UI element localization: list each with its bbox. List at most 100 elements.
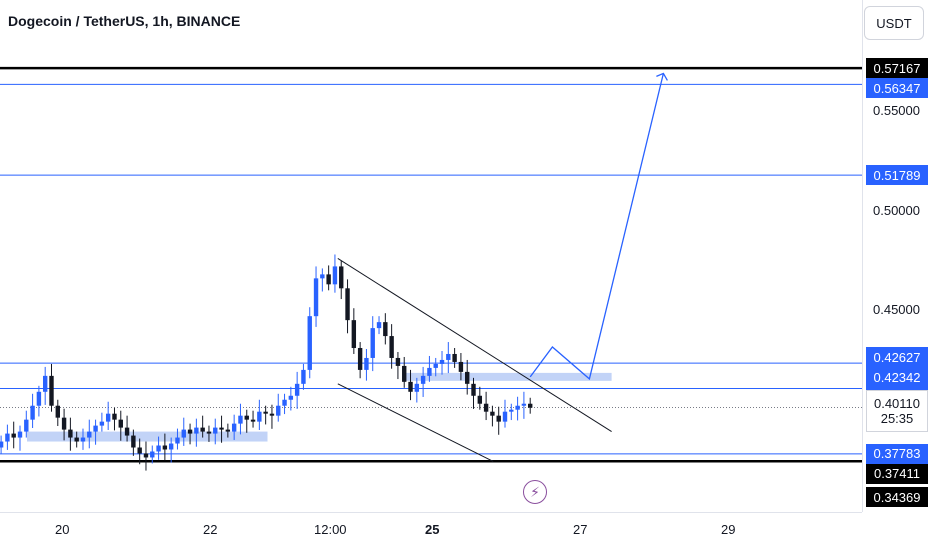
candle-body-26 [162, 445, 168, 450]
candle-body-64 [402, 365, 407, 382]
candle-body-79 [496, 415, 501, 422]
candle-body-72 [452, 353, 457, 362]
price-label-0: 0.57167 [866, 58, 928, 79]
candle-body-1 [5, 433, 10, 442]
candle-body-34 [213, 427, 218, 434]
candle-body-11 [68, 429, 73, 438]
candle-body-35 [219, 427, 224, 430]
candle-body-18 [112, 413, 117, 420]
price-label-6: 0.37783 [866, 443, 928, 464]
candle-body-27 [168, 443, 174, 450]
x-tick-2: 12:00 [314, 522, 347, 537]
y-tick-1: 0.50000 [873, 202, 920, 218]
candle-body-78 [490, 411, 495, 416]
candle-body-61 [383, 322, 388, 337]
candle-body-62 [389, 336, 394, 358]
candle-body-82 [515, 405, 520, 410]
x-tick-0: 20 [55, 522, 70, 537]
candle-body-63 [395, 357, 401, 366]
candle-body-13 [80, 437, 86, 442]
candle-body-76 [477, 395, 483, 404]
price-label-3: 0.42627 [866, 347, 928, 368]
time-axis[interactable] [0, 512, 862, 551]
candle-body-42 [263, 411, 268, 414]
candle-body-8 [49, 375, 54, 406]
candle-body-67 [420, 375, 426, 384]
candle-body-81 [509, 409, 514, 412]
candle-body-40 [250, 419, 256, 422]
candle-body-10 [61, 417, 67, 430]
price-label-7: 0.37411 [866, 463, 928, 484]
channel-lower-line [337, 383, 494, 462]
candle-body-9 [55, 405, 60, 418]
candle-body-32 [200, 427, 205, 432]
candle-body-5 [30, 405, 35, 420]
candle-body-22 [137, 447, 142, 454]
y-tick-0: 0.55000 [873, 103, 920, 119]
projection-path [529, 73, 665, 381]
current-price: 0.40110 [873, 396, 921, 411]
candle-body-68 [427, 367, 432, 376]
candle-body-50 [313, 278, 319, 317]
candle-body-0 [0, 441, 4, 448]
candle-body-83 [521, 403, 527, 406]
candle-body-24 [150, 451, 155, 458]
candle-body-44 [276, 405, 281, 416]
candle-body-65 [408, 381, 413, 392]
price-label-8: 0.34369 [866, 487, 928, 507]
candle-body-12 [74, 437, 79, 442]
candle-body-58 [364, 357, 369, 370]
lightning-bolt-icon[interactable]: ⚡︎ [523, 480, 547, 504]
candle-body-41 [257, 411, 262, 422]
candle-body-70 [439, 359, 445, 364]
x-tick-1: 22 [203, 522, 218, 537]
candle-body-31 [194, 427, 199, 434]
price-label-4: 0.42342 [866, 367, 928, 388]
channel-upper-line [337, 258, 612, 433]
candles [0, 254, 533, 471]
price-axis[interactable] [862, 0, 932, 512]
candle-body-33 [206, 431, 212, 434]
drawings [337, 72, 668, 462]
candle-body-75 [471, 383, 476, 396]
candle-body-29 [181, 429, 186, 438]
currency-button[interactable]: USDT [864, 6, 924, 40]
candle-body-69 [433, 363, 438, 368]
candle-body-21 [131, 435, 136, 448]
candle-body-48 [301, 369, 306, 384]
candle-body-25 [156, 445, 161, 452]
candle-body-60 [376, 322, 382, 329]
candle-body-38 [238, 415, 243, 424]
chart-title: Dogecoin / TetherUS, 1h, BINANCE [8, 13, 241, 29]
candle-body-23 [143, 453, 149, 458]
candle-body-4 [24, 419, 29, 432]
candle-body-54 [339, 266, 344, 289]
candle-body-73 [458, 361, 464, 372]
zone-0 [27, 431, 268, 442]
candle-body-28 [175, 437, 180, 444]
price-label-2: 0.51789 [866, 165, 928, 186]
candle-body-7 [42, 375, 48, 392]
y-tick-2: 0.45000 [873, 302, 920, 318]
candle-body-15 [93, 425, 98, 432]
candle-body-20 [124, 427, 130, 436]
price-label-1: 0.56347 [866, 78, 928, 99]
candle-body-55 [345, 288, 350, 321]
candle-body-36 [225, 429, 231, 432]
candle-body-80 [502, 411, 508, 422]
candle-body-52 [326, 274, 331, 285]
candle-body-14 [87, 431, 92, 438]
candle-body-19 [118, 419, 123, 428]
candle-body-47 [294, 383, 300, 396]
x-tick-4: 27 [573, 522, 588, 537]
candle-body-49 [307, 316, 312, 370]
x-tick-5: 29 [721, 522, 736, 537]
candle-body-17 [105, 413, 111, 422]
candle-body-56 [351, 320, 357, 349]
candle-body-84 [528, 403, 533, 408]
current-price-label: 0.40110 25:35 [866, 390, 928, 432]
projection-arrowhead [656, 72, 668, 81]
zone-1 [404, 372, 612, 381]
zones [27, 372, 612, 442]
